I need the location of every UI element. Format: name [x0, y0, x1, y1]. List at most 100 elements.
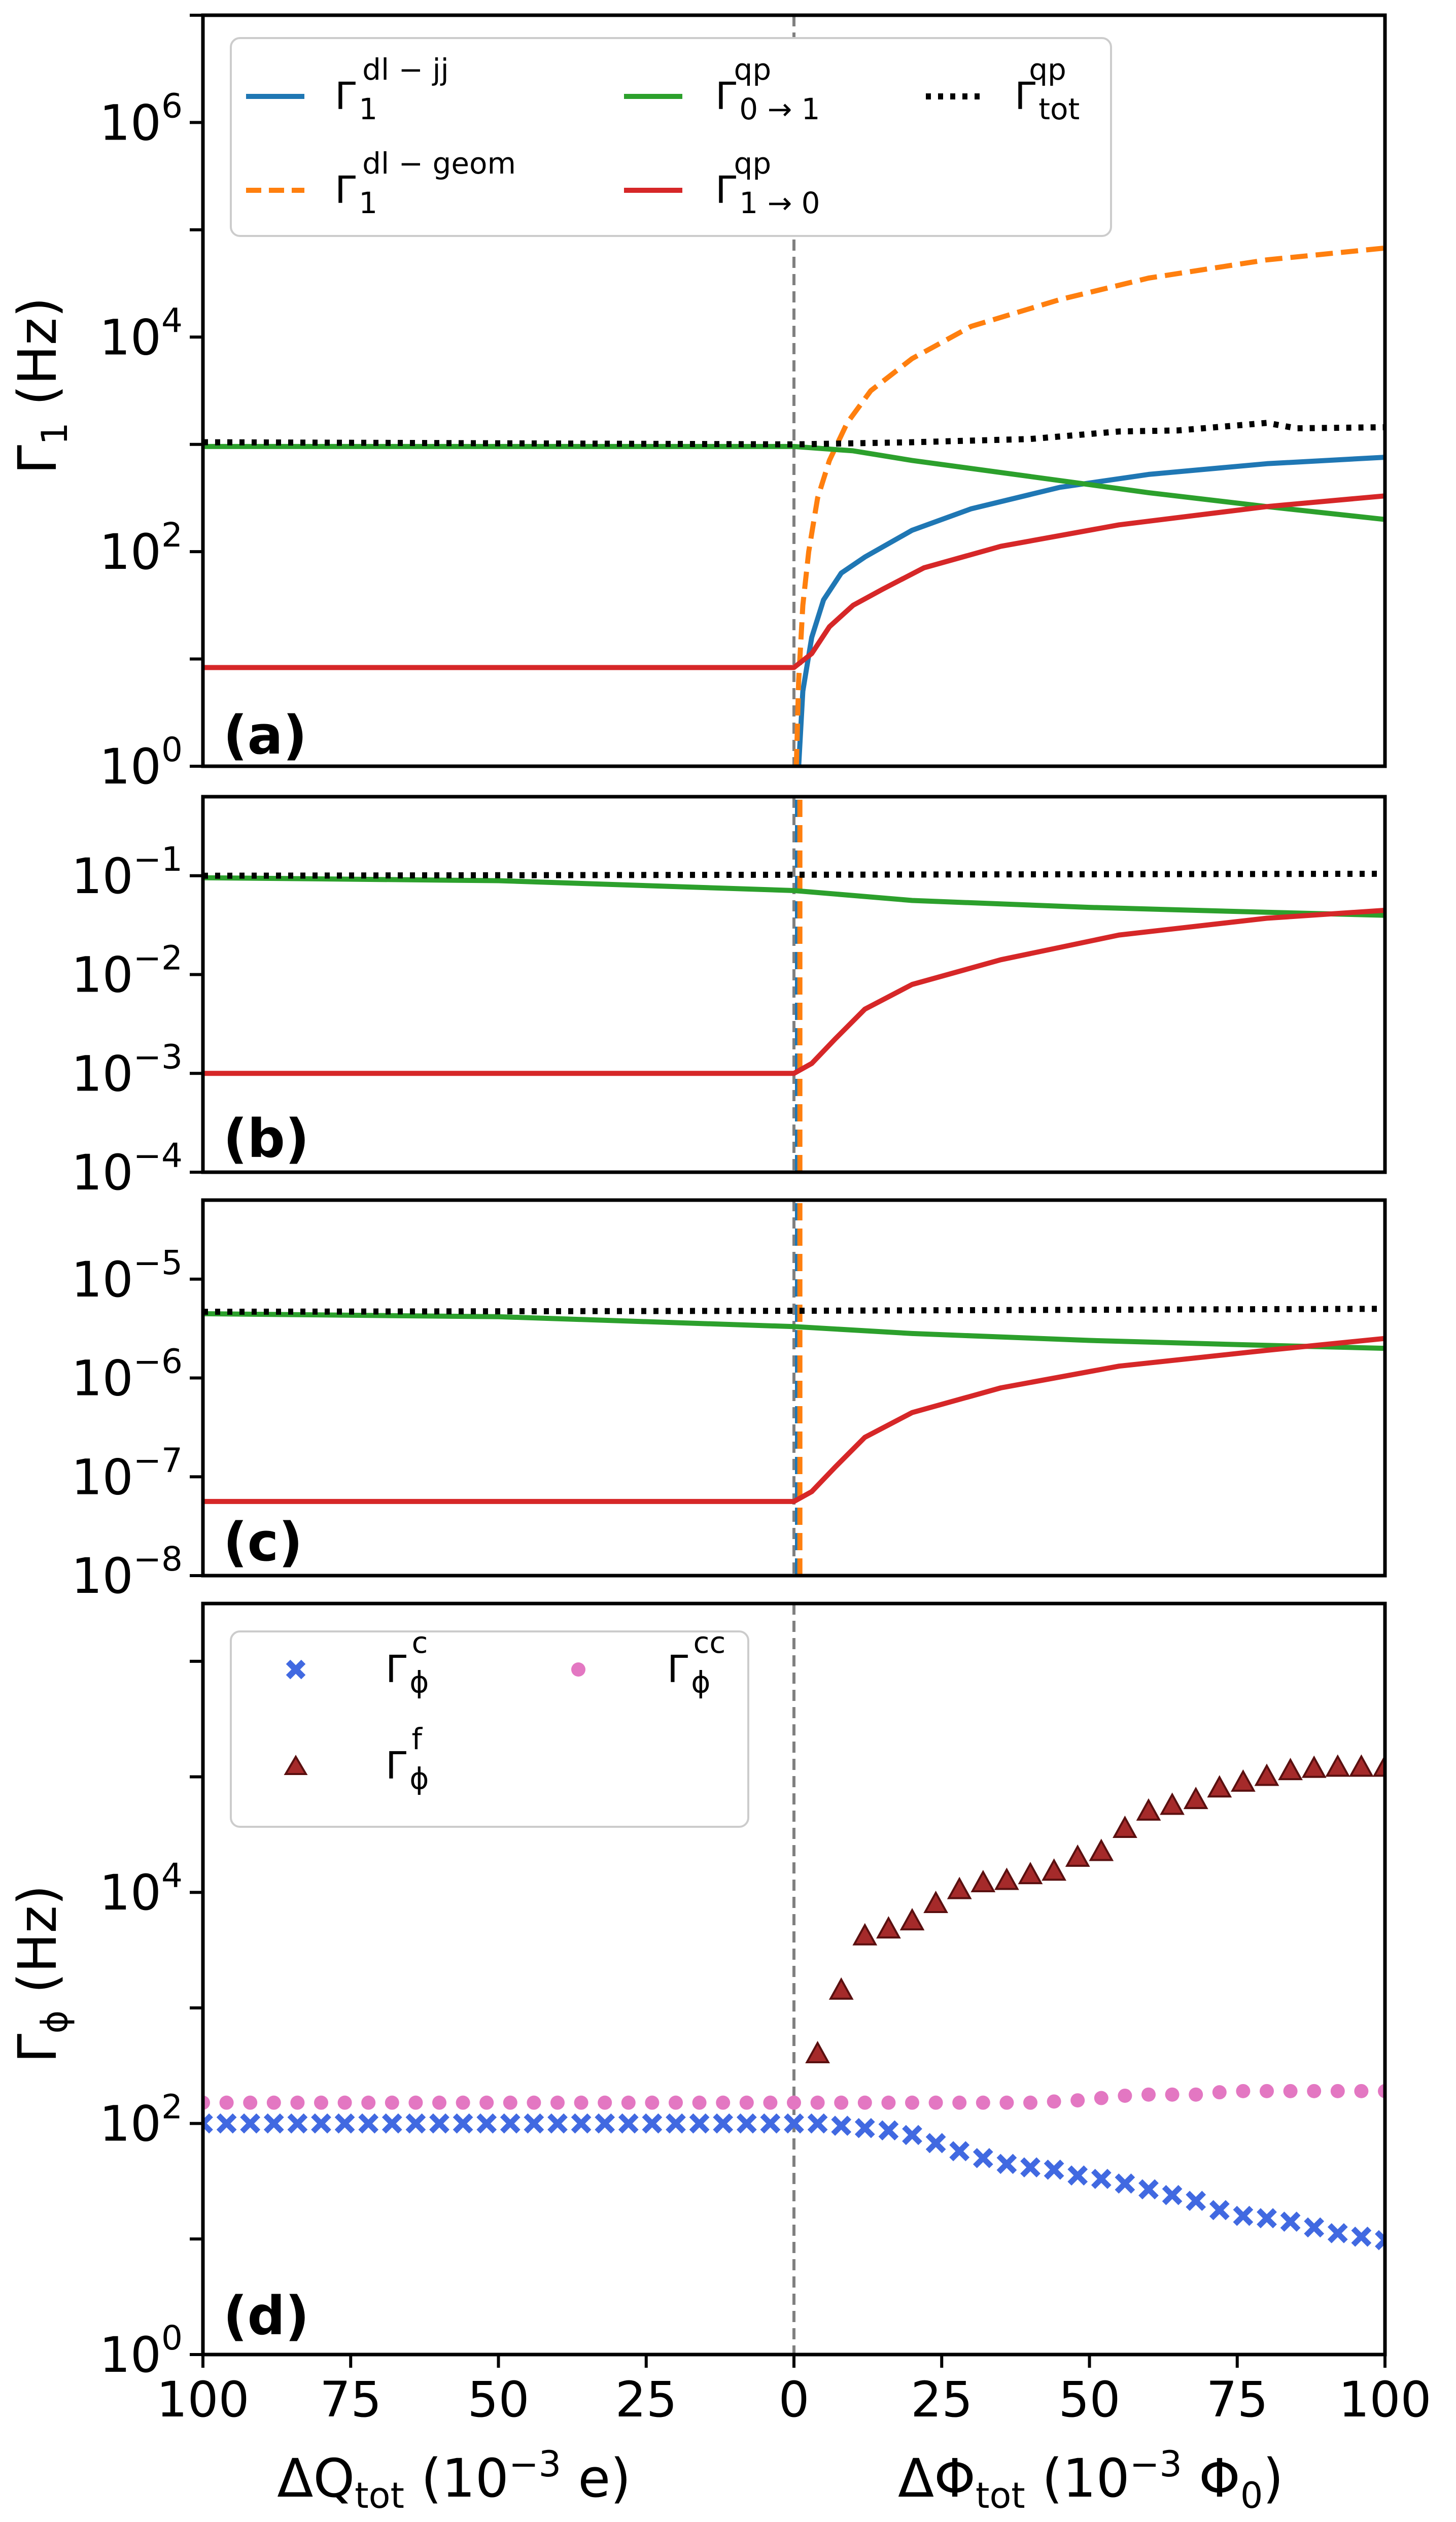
- point-g_phi_f: [828, 1977, 854, 2000]
- panel-d-label: (d): [223, 2285, 309, 2347]
- point-g_phi_c: [476, 2113, 497, 2134]
- point-g_phi_cc: [1023, 2095, 1037, 2110]
- point-g_phi_c: [1020, 2157, 1041, 2178]
- x-axis-title-charge: ΔQtot (10−3 e): [277, 2443, 631, 2516]
- point-g_phi_cc: [1307, 2084, 1322, 2098]
- point-g_phi_c: [713, 2113, 734, 2134]
- series-gtot_qp: [203, 870, 1385, 879]
- point-g_phi_c: [524, 2113, 544, 2134]
- series-g_phi_cc: [203, 2084, 1385, 2110]
- point-g_phi_cc: [408, 2095, 423, 2110]
- legend-marker-phi-cc: [571, 1662, 585, 1677]
- point-g_phi_cc: [1165, 2087, 1180, 2102]
- point-g_phi_cc: [337, 2095, 352, 2110]
- point-g_phi_cc: [739, 2095, 754, 2110]
- point-g_phi_c: [453, 2113, 473, 2134]
- point-g_phi_c: [1375, 2230, 1385, 2251]
- point-g_phi_c: [973, 2148, 993, 2168]
- panel-0-data: [203, 15, 1385, 766]
- point-g_phi_c: [878, 2120, 899, 2141]
- panel-c-y-ticks: 10−810−710−610−5: [72, 1243, 203, 1605]
- legend-marker-phi-c: [286, 1659, 306, 1680]
- point-g_phi_c: [263, 2113, 284, 2134]
- panel-b-label: (b): [223, 1108, 309, 1170]
- series-g1_dl_jj: [796, 455, 1385, 766]
- x-tick-label: 50: [467, 2371, 529, 2428]
- point-g_phi_c: [1209, 2200, 1230, 2221]
- point-g_phi_c: [1257, 2208, 1277, 2229]
- point-g_phi_cc: [527, 2095, 541, 2110]
- point-g_phi_c: [807, 2113, 828, 2134]
- panel-1-data: [203, 797, 1385, 1172]
- point-g_phi_c: [203, 2113, 213, 2134]
- point-g_phi_c: [382, 2113, 402, 2134]
- point-g_phi_f: [852, 1923, 878, 1946]
- point-g_phi_c: [1280, 2211, 1301, 2232]
- point-g_phi_c: [760, 2113, 781, 2134]
- panel-b-plot-area: [201, 795, 1387, 1174]
- panel-a-label: (a): [223, 704, 307, 766]
- point-g_phi_f: [923, 1890, 948, 1913]
- x-tick-label: 100: [156, 2371, 249, 2428]
- series-g_phi_c: [203, 2113, 1385, 2251]
- point-g_phi_f: [1042, 1858, 1066, 1881]
- panel-c-plot-area: [201, 1198, 1387, 1578]
- point-g_phi_cc: [1354, 2084, 1369, 2098]
- point-g_phi_cc: [810, 2095, 825, 2110]
- point-g_phi_c: [689, 2113, 710, 2134]
- point-g_phi_cc: [1260, 2084, 1274, 2098]
- point-g_phi_cc: [881, 2095, 896, 2110]
- series-g10_qp: [203, 1336, 1385, 1504]
- point-g_phi_c: [240, 2113, 261, 2134]
- point-g_phi_f: [994, 1867, 1019, 1890]
- panel-d-y-axis-title: Γϕ (Hz): [7, 1885, 76, 2063]
- point-g_phi_c: [311, 2113, 331, 2134]
- x-axis-title-flux: ΔΦtot (10−3 Φ0): [898, 2443, 1284, 2516]
- panel-a-y-axis-title: Γ1 (Hz): [7, 297, 76, 474]
- point-g_phi_c: [949, 2141, 970, 2162]
- series-gtot_qp: [203, 420, 1385, 448]
- point-g_phi_f: [1018, 1861, 1043, 1885]
- point-g_phi_c: [1138, 2179, 1159, 2200]
- point-g_phi_cc: [857, 2095, 872, 2110]
- point-g_phi_c: [902, 2125, 922, 2145]
- point-g_phi_cc: [1070, 2093, 1085, 2108]
- point-g_phi_f: [1231, 1769, 1256, 1792]
- point-g_phi_c: [571, 2113, 592, 2134]
- point-g_phi_c: [996, 2154, 1017, 2174]
- series-g01_qp: [203, 875, 1385, 918]
- point-g_phi_c: [405, 2113, 426, 2134]
- point-g_phi_f: [899, 1908, 925, 1931]
- point-g_phi_c: [1115, 2173, 1135, 2194]
- point-g_phi_f: [1113, 1815, 1137, 1838]
- point-g_phi_c: [618, 2113, 639, 2134]
- point-g_phi_cc: [1118, 2088, 1132, 2103]
- point-g_phi_f: [1254, 1763, 1279, 1786]
- point-g_phi_cc: [266, 2095, 281, 2110]
- panel-3-data: [203, 1604, 1385, 2355]
- point-g_phi_c: [595, 2113, 615, 2134]
- point-g_phi_c: [358, 2113, 379, 2134]
- point-g_phi_f: [1325, 1754, 1350, 1777]
- point-g_phi_f: [947, 1877, 972, 1899]
- point-g_phi_f: [1207, 1775, 1232, 1798]
- point-g_phi_c: [1162, 2185, 1183, 2205]
- panel-frame: [201, 13, 1387, 768]
- point-g_phi_cc: [645, 2095, 660, 2110]
- point-g_phi_cc: [905, 2095, 919, 2110]
- point-g_phi_f: [876, 1916, 901, 1939]
- point-g_phi_f: [1372, 1754, 1385, 1777]
- point-g_phi_c: [1067, 2165, 1088, 2186]
- point-g_phi_c: [1186, 2191, 1206, 2211]
- panel-c-label: (c): [223, 1511, 303, 1573]
- x-tick-label: 25: [615, 2371, 677, 2428]
- point-g_phi_c: [831, 2116, 852, 2136]
- panel-a-plot-area: [201, 13, 1387, 768]
- panel-c: 10−810−710−610−5 (c): [72, 1198, 1387, 1605]
- point-g_phi_cc: [479, 2095, 494, 2110]
- point-g_phi_cc: [1283, 2084, 1298, 2098]
- series-g10_qp: [203, 907, 1385, 1076]
- panel-2-data: [203, 1200, 1385, 1576]
